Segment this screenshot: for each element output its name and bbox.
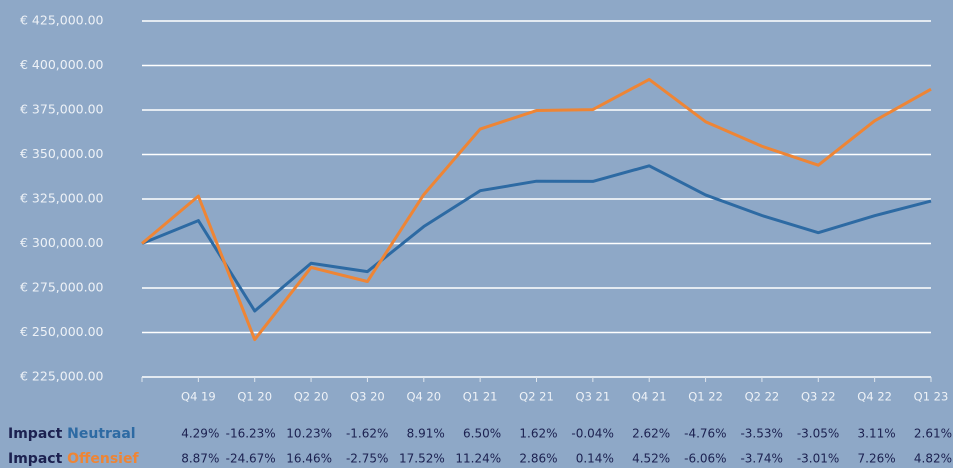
row-label: Impact Offensief xyxy=(8,451,139,467)
x-tick-label: Q4 20 xyxy=(406,390,441,404)
x-tick-label: Q3 20 xyxy=(350,390,385,404)
x-tick-label: Q2 20 xyxy=(294,390,329,404)
x-tick-label: Q1 21 xyxy=(463,390,498,404)
impact-value: -3.05% xyxy=(797,427,839,441)
y-tick-label: € 400,000.00 xyxy=(20,57,104,72)
impact-value: -1.62% xyxy=(346,427,388,441)
impact-value: 6.50% xyxy=(463,427,501,441)
legend-entry: Neutraal xyxy=(67,426,135,442)
x-tick-label: Q4 22 xyxy=(857,390,892,404)
y-tick-label: € 300,000.00 xyxy=(20,235,104,250)
impact-value: -3.74% xyxy=(740,452,782,466)
impact-value: -6.06% xyxy=(684,452,726,466)
impact-value: 2.62% xyxy=(632,427,670,441)
y-tick-label: € 275,000.00 xyxy=(20,280,104,295)
impact-value: -16.23% xyxy=(226,427,276,441)
impact-value: 1.62% xyxy=(519,427,557,441)
y-tick-label: € 325,000.00 xyxy=(20,191,104,206)
row-label: Impact Neutraal xyxy=(8,426,136,442)
impact-value: -24.67% xyxy=(226,452,276,466)
x-tick-label: Q1 22 xyxy=(688,390,723,404)
x-tick-label: Q4 21 xyxy=(632,390,667,404)
impact-value: 16.46% xyxy=(286,452,332,466)
impact-value: -2.75% xyxy=(346,452,388,466)
impact-value: -3.53% xyxy=(740,427,782,441)
line-series xyxy=(141,164,932,313)
impact-value: 3.11% xyxy=(858,427,896,441)
line-series xyxy=(141,77,932,342)
x-tick-label: Q3 22 xyxy=(801,390,836,404)
impact-value: 8.87% xyxy=(181,452,219,466)
row-label-prefix: Impact xyxy=(8,426,63,442)
impact-value: -3.01% xyxy=(797,452,839,466)
impact-value: -0.04% xyxy=(571,427,613,441)
x-tick-label: Q3 21 xyxy=(576,390,611,404)
row-label-prefix: Impact xyxy=(8,451,63,467)
x-tick-label: Q2 22 xyxy=(745,390,780,404)
impact-value: 4.82% xyxy=(914,452,952,466)
impact-value: 8.91% xyxy=(407,427,445,441)
y-tick-label: € 250,000.00 xyxy=(20,324,104,339)
y-tick-label: € 375,000.00 xyxy=(20,102,104,117)
x-tick-label: Q2 21 xyxy=(519,390,554,404)
impact-value: 0.14% xyxy=(576,452,614,466)
impact-value: 17.52% xyxy=(399,452,445,466)
impact-value: 11.24% xyxy=(455,452,501,466)
y-tick-label: € 425,000.00 xyxy=(20,13,104,28)
impact-value: 2.61% xyxy=(914,427,952,441)
impact-value: 7.26% xyxy=(858,452,896,466)
impact-value: 4.52% xyxy=(632,452,670,466)
x-tick-label: Q1 23 xyxy=(914,390,949,404)
impact-value: 10.23% xyxy=(286,427,332,441)
legend-entry: Offensief xyxy=(67,451,139,467)
impact-value: -4.76% xyxy=(684,427,726,441)
y-tick-label: € 225,000.00 xyxy=(20,369,104,384)
impact-value: 4.29% xyxy=(181,427,219,441)
y-tick-label: € 350,000.00 xyxy=(20,146,104,161)
x-tick-label: Q1 20 xyxy=(237,390,272,404)
impact-value: 2.86% xyxy=(519,452,557,466)
x-tick-label: Q4 19 xyxy=(181,390,216,404)
